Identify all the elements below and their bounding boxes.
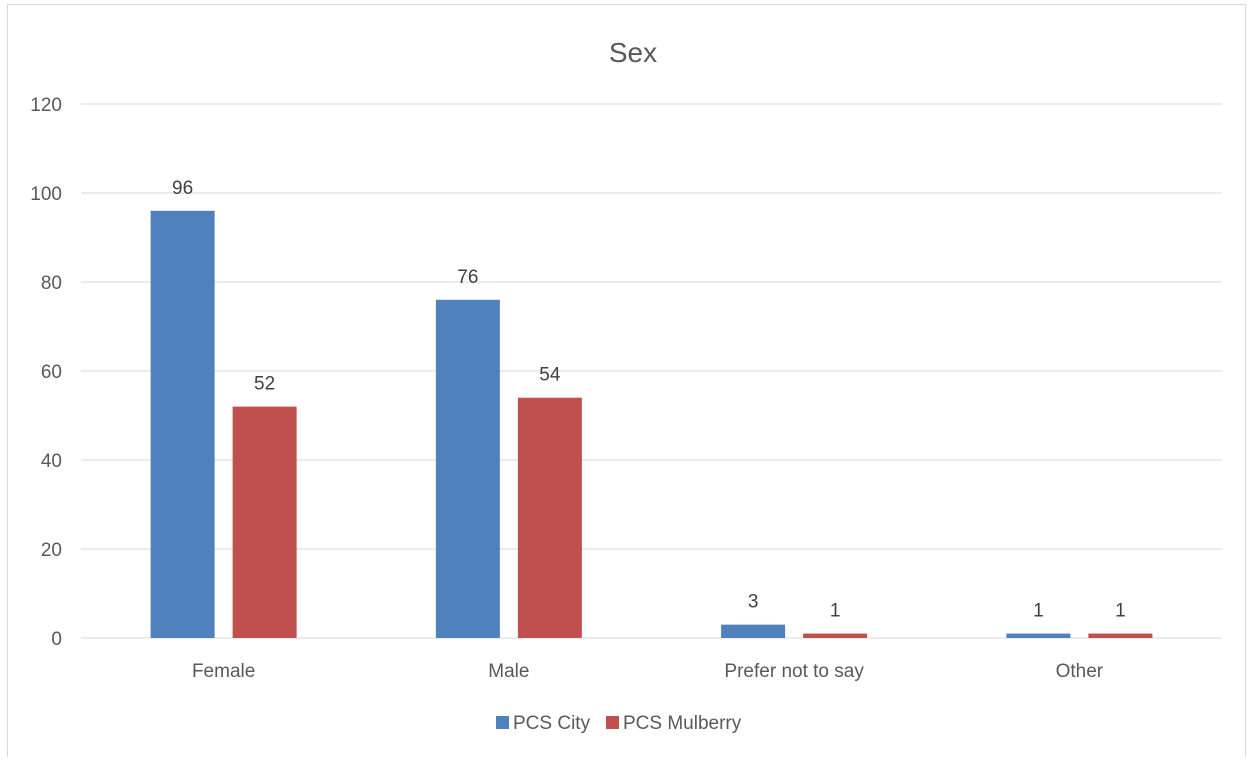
legend-swatch [496, 716, 509, 729]
legend-label: PCS City [513, 713, 591, 734]
bar [517, 397, 582, 638]
data-label: 54 [539, 365, 561, 386]
bar [803, 633, 868, 638]
y-tick-label: 120 [30, 95, 62, 116]
data-label: 1 [830, 601, 841, 622]
data-labels: 96 52 76 54 3 1 1 1 [172, 178, 1126, 622]
chart-title: Sex [609, 37, 657, 68]
legend: PCS City PCS Mulberry [496, 713, 742, 734]
x-tick-label: Male [488, 661, 529, 682]
y-tick-label: 80 [41, 273, 62, 294]
x-tick-label: Prefer not to say [724, 661, 864, 682]
y-tick-label: 20 [41, 540, 62, 561]
data-label: 52 [254, 374, 275, 395]
bar [150, 210, 215, 639]
bar [1006, 633, 1071, 638]
x-tick-label: Female [192, 661, 255, 682]
bar [721, 624, 786, 638]
y-tick-label: 100 [30, 184, 62, 205]
data-label: 1 [1115, 601, 1126, 622]
bar [232, 406, 297, 638]
legend-label: PCS Mulberry [623, 713, 742, 734]
x-axis-labels: Female Male Prefer not to say Other [192, 661, 1104, 682]
data-label: 96 [172, 178, 193, 199]
data-label: 76 [457, 267, 478, 288]
y-tick-label: 0 [51, 629, 62, 650]
bar [1088, 633, 1153, 638]
bar [435, 299, 500, 638]
legend-swatch [606, 716, 619, 729]
data-label: 1 [1033, 601, 1044, 622]
bars [150, 210, 1153, 639]
data-label: 3 [748, 592, 759, 613]
x-tick-label: Other [1056, 661, 1104, 682]
y-tick-label: 40 [41, 451, 62, 472]
y-axis-labels: 0 20 40 60 80 100 120 [30, 95, 62, 650]
y-tick-label: 60 [41, 362, 62, 383]
